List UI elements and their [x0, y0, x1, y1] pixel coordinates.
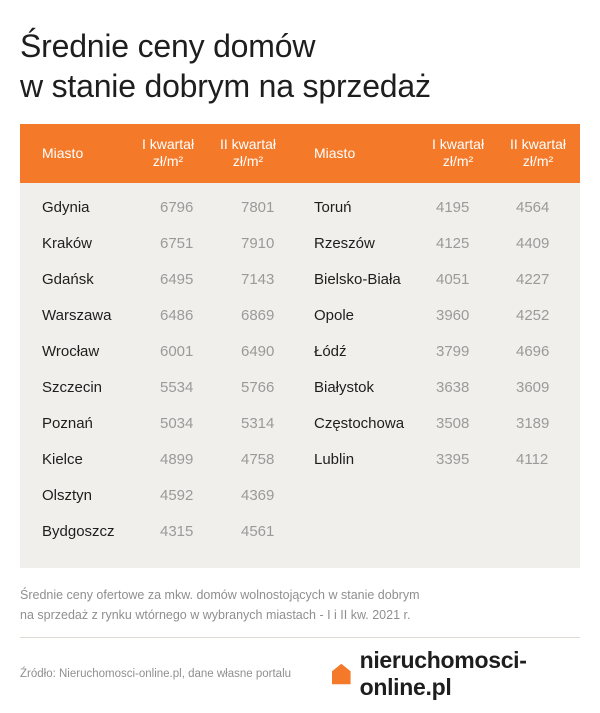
- q2-value: 7143: [241, 271, 275, 288]
- city-name: Toruń: [314, 199, 352, 216]
- q2-value: 3609: [516, 379, 550, 396]
- q1-value: 4051: [436, 271, 470, 288]
- q1-value: 3638: [436, 379, 470, 396]
- q2-value: 4112: [516, 451, 549, 468]
- q1-value: 6001: [160, 343, 194, 360]
- q1-value: 4592: [160, 487, 194, 504]
- q1-value: 4195: [436, 199, 470, 216]
- price-table: Miasto I kwartał zł/m² II kwartał zł/m² …: [20, 124, 580, 568]
- q2-value: 4696: [516, 343, 550, 360]
- page-title: Średnie ceny domów w stanie dobrym na sp…: [20, 26, 580, 106]
- q1-value: 3395: [436, 451, 470, 468]
- q1-value: 6486: [160, 307, 194, 324]
- header-q1-label: I kwartał: [141, 136, 195, 152]
- brand-logo: nieruchomosci-online.pl: [332, 647, 600, 700]
- city-name: Opole: [314, 307, 355, 324]
- header-q1-unit: zł/m²: [152, 153, 184, 169]
- q2-value: 6869: [241, 307, 275, 324]
- city-name: Białystok: [314, 379, 375, 396]
- city-name: Wrocław: [42, 343, 100, 360]
- q1-value: 3960: [436, 307, 470, 324]
- q1-value: 6796: [160, 199, 194, 216]
- q1-value: 4315: [160, 523, 194, 540]
- header-q2-left: II kwartał zł/m²: [213, 136, 283, 170]
- city-name: Szczecin: [42, 379, 103, 396]
- city-name: Kraków: [42, 235, 93, 252]
- q2-value: 5766: [241, 379, 275, 396]
- q2-value: 7910: [241, 235, 275, 252]
- house-icon: [332, 663, 351, 685]
- city-name: Łódź: [314, 343, 347, 360]
- header-q2-unit: zł/m²: [522, 153, 554, 169]
- q1-value: 6495: [160, 271, 194, 288]
- city-name: Bydgoszcz: [42, 523, 115, 540]
- city-name: Olsztyn: [42, 487, 93, 504]
- title-line-2: w stanie dobrym na sprzedaż: [20, 68, 431, 104]
- header-q2-right: II kwartał zł/m²: [503, 136, 573, 170]
- q1-value: 4125: [436, 235, 470, 252]
- footnote-line-1: Średnie ceny ofertowe za mkw. domów woln…: [20, 588, 420, 602]
- divider: [20, 637, 580, 638]
- city-name: Gdynia: [42, 199, 90, 216]
- title-line-1: Średnie ceny domów: [20, 28, 316, 64]
- q2-value: 7801: [241, 199, 275, 216]
- header-city-right: Miasto: [314, 145, 356, 161]
- table-header: Miasto I kwartał zł/m² II kwartał zł/m² …: [20, 124, 580, 183]
- header-q1-label: I kwartał: [431, 136, 485, 152]
- q2-value: 4564: [516, 199, 550, 216]
- q1-value: 6751: [160, 235, 194, 252]
- city-name: Rzeszów: [314, 235, 375, 252]
- q2-value: 3189: [516, 415, 550, 432]
- q2-value: 4409: [516, 235, 550, 252]
- header-q1-unit: zł/m²: [442, 153, 474, 169]
- footnote: Średnie ceny ofertowe za mkw. domów woln…: [20, 585, 580, 625]
- q1-value: 3799: [436, 343, 470, 360]
- city-name: Kielce: [42, 451, 83, 468]
- q2-value: 6490: [241, 343, 275, 360]
- city-name: Bielsko-Biała: [314, 271, 401, 288]
- q2-value: 4561: [241, 523, 275, 540]
- brand-name: nieruchomosci-online.pl: [359, 647, 527, 700]
- source-note: Źródło: Nieruchomosci-online.pl, dane wł…: [20, 668, 292, 680]
- header-q2-unit: zł/m²: [232, 153, 264, 169]
- q2-value: 4369: [241, 487, 275, 504]
- q2-value: 4227: [516, 271, 550, 288]
- q2-value: 4252: [516, 307, 550, 324]
- city-name: Gdańsk: [42, 271, 94, 288]
- q1-value: 3508: [436, 415, 470, 432]
- q2-value: 5314: [241, 415, 275, 432]
- city-name: Częstochowa: [314, 415, 405, 432]
- q2-value: 4758: [241, 451, 275, 468]
- header-q1-right: I kwartał zł/m²: [423, 136, 493, 170]
- header-city-left: Miasto: [42, 145, 84, 161]
- header-q2-label: II kwartał: [219, 136, 276, 152]
- q1-value: 5034: [160, 415, 194, 432]
- header-q1-left: I kwartał zł/m²: [133, 136, 203, 170]
- q1-value: 4899: [160, 451, 194, 468]
- footnote-line-2: na sprzedaż z rynku wtórnego w wybranych…: [20, 608, 411, 622]
- city-name: Poznań: [42, 415, 93, 432]
- city-name: Warszawa: [42, 307, 112, 324]
- q1-value: 5534: [160, 379, 194, 396]
- header-q2-label: II kwartał: [509, 136, 566, 152]
- city-name: Lublin: [314, 451, 355, 468]
